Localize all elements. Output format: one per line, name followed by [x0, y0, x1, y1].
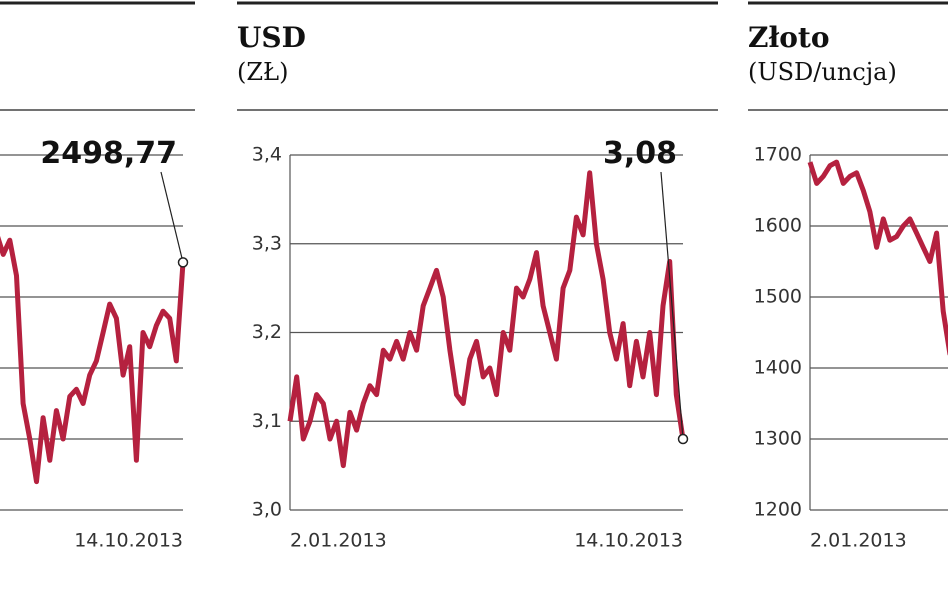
- chart-subtitle: (USD/uncja): [748, 58, 897, 86]
- y-tick-label: 1300: [754, 428, 802, 450]
- x-tick-label: 14.10.2013: [574, 530, 683, 552]
- data-line: [0, 235, 186, 485]
- x-tick-label: 14.10.2013: [74, 530, 183, 552]
- data-line: [807, 159, 948, 356]
- leader-line: [160, 171, 184, 263]
- chart-title: Złoto: [748, 21, 830, 54]
- y-tick-label: 3,0: [252, 499, 282, 521]
- y-tick-label: 3,3: [252, 232, 282, 254]
- y-tick-label: 1200: [754, 499, 802, 521]
- end-marker: [677, 433, 689, 445]
- annotation: 3,08: [603, 136, 677, 171]
- y-tick-label: 1500: [754, 286, 802, 308]
- y-tick-label: 1700: [754, 144, 802, 166]
- chart-subtitle: (ZŁ): [237, 58, 288, 86]
- y-tick-label: 3,2: [252, 321, 282, 343]
- chart-title: USD: [237, 21, 306, 54]
- leader-line: [660, 171, 684, 440]
- y-tick-label: 3,4: [252, 144, 282, 166]
- data-line: [287, 170, 686, 469]
- annotation: 2498,77: [40, 136, 177, 171]
- end-marker: [177, 257, 189, 268]
- y-tick-label: 1600: [754, 215, 802, 237]
- y-tick-label: 1400: [754, 357, 802, 379]
- y-tick-label: 3,1: [252, 410, 282, 432]
- x-tick-label: 2.01.2013: [810, 530, 907, 552]
- x-tick-label: 2.01.2013: [290, 530, 387, 552]
